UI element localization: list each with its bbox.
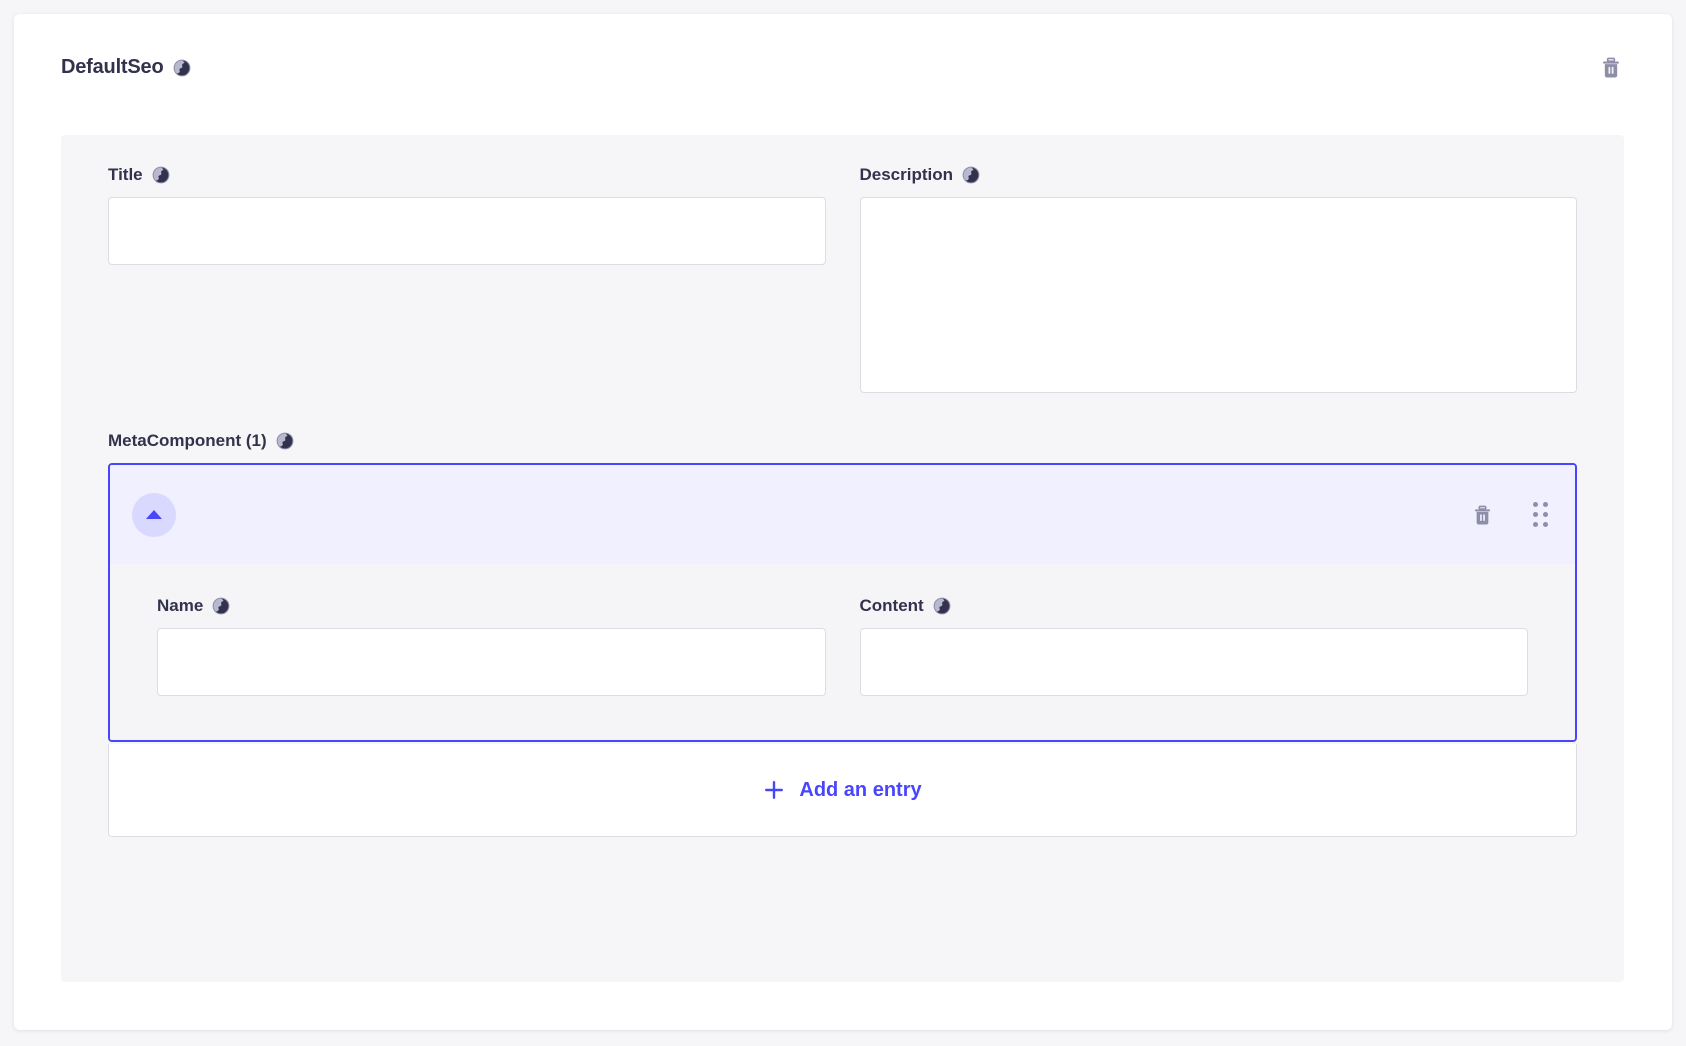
description-field-group: Description [859,165,1578,393]
drag-dot [1543,502,1548,507]
content-field-group: Content [859,596,1529,696]
trash-icon [1601,57,1621,79]
content-label-row: Content [860,596,1529,616]
globe-icon [152,166,170,184]
repeatable-component-section: MetaComponent (1) [108,431,1577,837]
drag-dot [1533,502,1538,507]
card-title-wrap: DefaultSeo [61,56,191,79]
card-header: DefaultSeo [14,14,1672,121]
name-label: Name [157,596,204,615]
globe-icon [933,597,951,615]
drag-dot [1543,522,1548,527]
globe-icon [276,432,294,450]
content-card: DefaultSeo [14,14,1672,1030]
delete-entry-button[interactable] [1469,501,1495,529]
description-textarea[interactable] [859,197,1577,393]
component-entry-header [110,465,1575,564]
entry-fields-row: Name [157,596,1528,696]
page-title: DefaultSeo [61,56,164,78]
name-label-row: Name [157,596,826,616]
fields-panel: Title Description [61,135,1624,982]
add-entry-label: Add an entry [799,778,922,801]
drag-dot [1533,522,1538,527]
delete-entity-button[interactable] [1597,53,1625,83]
description-label-row: Description [860,165,1578,185]
content-input[interactable] [859,628,1528,696]
title-field-group: Title [108,165,826,393]
drag-dot [1543,512,1548,517]
name-input[interactable] [157,628,826,696]
collapse-toggle-button[interactable] [132,492,176,537]
description-label: Description [859,165,954,184]
title-label-row: Title [108,165,826,185]
add-entry-button[interactable]: Add an entry [108,744,1577,837]
title-input[interactable] [108,197,826,265]
globe-icon [212,597,230,615]
name-field-group: Name [157,596,826,696]
globe-icon [962,166,980,184]
component-entry-body: Name [110,564,1575,740]
trash-icon [1473,505,1491,525]
top-fields-row: Title Description [108,165,1577,393]
plus-icon [763,779,785,801]
component-entry: Name [108,463,1577,742]
title-label: Title [108,165,143,184]
globe-icon [173,59,191,77]
drag-dot [1533,512,1538,517]
component-entry-actions [1469,498,1552,531]
meta-component-label-row: MetaComponent (1) [108,431,1577,451]
drag-handle-icon[interactable] [1529,498,1552,531]
meta-component-label: MetaComponent (1) [108,431,267,450]
content-label: Content [859,596,924,615]
chevron-up-icon [146,510,162,519]
